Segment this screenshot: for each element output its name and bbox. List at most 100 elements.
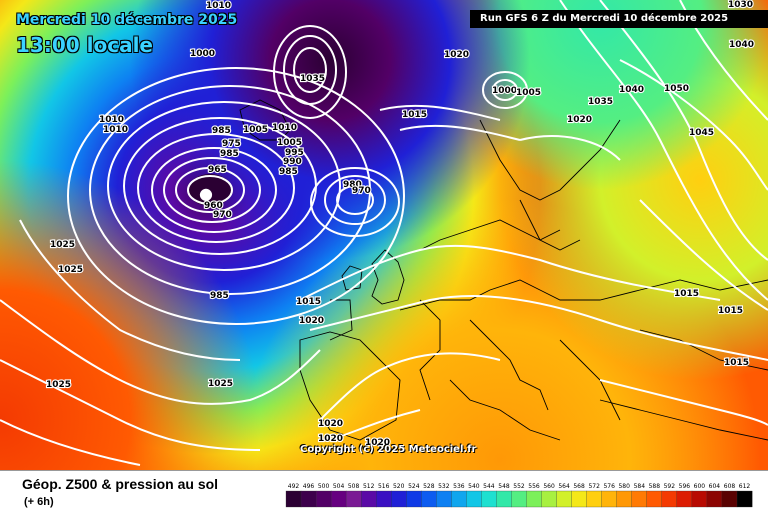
pressure-label: 1010 [206, 1, 231, 11]
legend-color-swatch [436, 490, 452, 508]
pressure-label: 1025 [58, 265, 83, 275]
legend-tick-label: 552 [513, 483, 525, 490]
legend-color-swatch [406, 490, 422, 508]
pressure-label: 1005 [243, 125, 268, 135]
legend-tick-label: 580 [618, 483, 630, 490]
legend-color-swatch [541, 490, 557, 508]
pressure-label: 1010 [272, 123, 297, 133]
legend-tick-label: 556 [528, 483, 540, 490]
legend-tick-label: 612 [739, 483, 751, 490]
legend-tick-label: 588 [649, 483, 661, 490]
legend-tick-label: 604 [709, 483, 721, 490]
pressure-label: 1015 [724, 358, 749, 368]
legend-color-swatch [691, 490, 708, 508]
legend-color-swatch [571, 490, 588, 508]
legend-tick-label: 596 [679, 483, 691, 490]
legend-color-swatch [421, 490, 437, 508]
color-scale-legend: 492 496 500 504 508 512 516 520 524 528 532 536 540 5… [285, 483, 753, 508]
legend-tick-label: 500 [318, 483, 330, 490]
pressure-label: 980 [343, 180, 362, 190]
pressure-label: 960 [204, 201, 223, 211]
legend-color-swatch [526, 490, 542, 508]
legend-tick-label: 548 [498, 483, 510, 490]
legend-tick-label: 572 [588, 483, 600, 490]
pressure-label: 1040 [619, 85, 644, 95]
legend-color-swatch [586, 490, 603, 508]
pressure-label: 995 [285, 148, 304, 158]
legend-tick-label: 584 [634, 483, 646, 490]
pressure-label: 985 [212, 126, 231, 136]
legend-tick-label: 492 [288, 483, 300, 490]
legend-color-swatch [706, 490, 723, 508]
legend-tick-label: 504 [333, 483, 345, 490]
pressure-label: 1005 [277, 138, 302, 148]
pressure-label: 1010 [99, 115, 124, 125]
pressure-label: 1020 [318, 434, 343, 444]
legend-color-swatch [601, 490, 618, 508]
legend-tick-label: 544 [483, 483, 495, 490]
pressure-label: 985 [279, 167, 298, 177]
legend-color-swatch [300, 490, 317, 508]
legend-color-swatch [361, 490, 377, 508]
legend-color-swatch [391, 490, 407, 508]
pressure-label: 985 [210, 291, 229, 301]
legend-tick-label: 576 [603, 483, 615, 490]
pressure-label: 1020 [299, 316, 324, 326]
pressure-label: 1035 [300, 74, 325, 84]
isobars [0, 0, 768, 465]
pressure-label: 985 [220, 149, 239, 159]
legend-tick-label: 568 [573, 483, 585, 490]
pressure-label: 1000 [190, 49, 215, 59]
legend-color-swatch [376, 490, 392, 508]
legend-tick-label: 540 [468, 483, 480, 490]
pressure-label: 1020 [567, 115, 592, 125]
pressure-label: 1025 [50, 240, 75, 250]
pressure-label: 1020 [444, 50, 469, 60]
legend-color-swatch [721, 490, 738, 508]
forecast-date: Mercredi 10 décembre 2025 [16, 12, 238, 28]
legend-tick-label: 512 [363, 483, 375, 490]
product-title: Géop. Z500 & pression au sol [22, 476, 219, 492]
legend-tick-label: 592 [664, 483, 676, 490]
legend-tick-label: 528 [423, 483, 435, 490]
pressure-label: 975 [222, 139, 241, 149]
legend-color-swatch [285, 490, 302, 508]
pressure-label: 1000 [492, 86, 517, 96]
low-center-marker: ● [199, 184, 213, 203]
legend-color-swatch [345, 490, 362, 508]
legend-tick-label: 508 [348, 483, 360, 490]
legend-color-swatch [646, 490, 663, 508]
legend-tick-label: 520 [393, 483, 405, 490]
pressure-labels: 1000 1010 1010 1010 1020 1035 1005 1015 … [45, 0, 755, 449]
pressure-label: 1035 [588, 97, 613, 107]
legend-color-swatch [676, 490, 693, 508]
legend-color-swatch [661, 490, 678, 508]
pressure-label: 1025 [46, 380, 71, 390]
legend-tick-label: 536 [453, 483, 465, 490]
pressure-label: 1020 [365, 438, 390, 448]
legend-color-swatch [481, 490, 497, 508]
pressure-label: 1015 [296, 297, 321, 307]
pressure-label: 1020 [318, 419, 343, 429]
legend-tick-label: 560 [543, 483, 555, 490]
legend-tick-label: 496 [303, 483, 315, 490]
forecast-step: (+ 6h) [24, 496, 54, 508]
legend-panel: Géop. Z500 & pression au sol (+ 6h) 492 4… [0, 470, 768, 513]
legend-color-swatch [631, 490, 648, 508]
legend-color-swatch [466, 490, 482, 508]
legend-color-swatch [556, 490, 573, 508]
pressure-label: 1050 [664, 84, 689, 94]
pressure-label: 1040 [729, 40, 754, 50]
legend-tick-label: 564 [558, 483, 570, 490]
geopotential-map: 1000 1010 1010 1010 1020 1035 1005 1015 … [0, 0, 768, 470]
legend-color-swatch [616, 490, 633, 508]
legend-tick-label: 608 [724, 483, 736, 490]
legend-tick-label: 516 [378, 483, 390, 490]
pressure-label: 1030 [728, 0, 753, 10]
pressure-label: 1005 [516, 88, 541, 98]
pressure-label: 970 [213, 210, 232, 220]
pressure-label: 990 [283, 157, 302, 167]
legend-color-swatch [451, 490, 467, 508]
pressure-label: 965 [208, 165, 227, 175]
copyright-text: Copyright (c) 2025 Meteociel.fr [300, 444, 477, 455]
